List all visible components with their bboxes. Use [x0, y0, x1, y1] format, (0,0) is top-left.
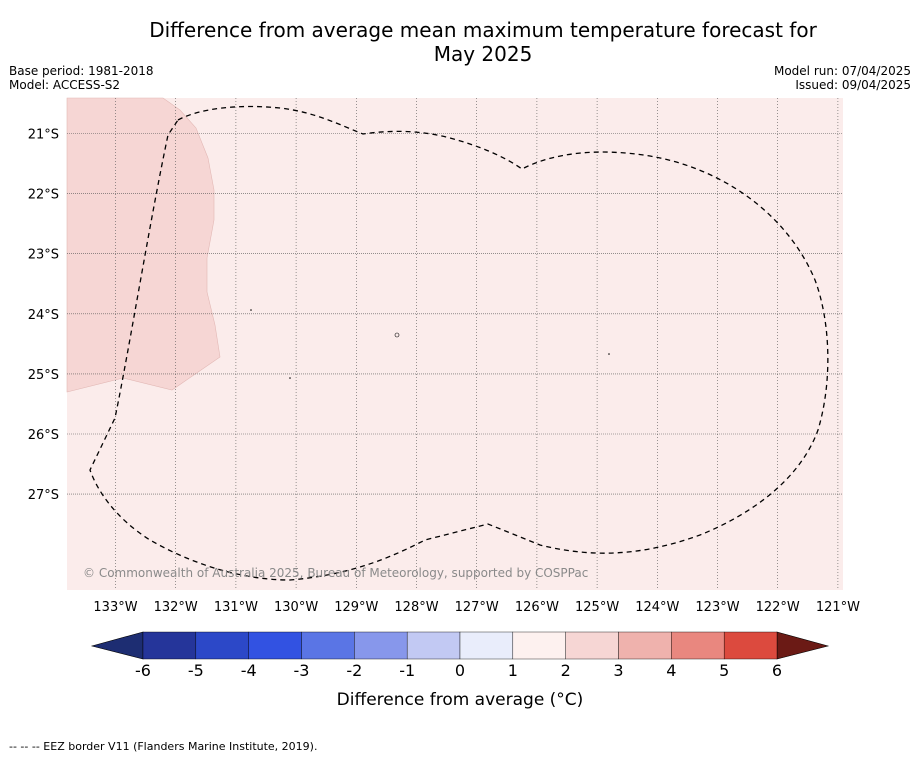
longitude-label: 128°W	[394, 600, 438, 615]
colorbar-tick-label: -1	[399, 661, 415, 680]
colorbar-tick-label: -6	[135, 661, 151, 680]
longitude-label: 131°W	[214, 600, 258, 615]
colorbar-under-arrow	[90, 631, 144, 660]
model-name: Model: ACCESS-S2	[9, 78, 121, 92]
latitude-label: 26°S	[28, 428, 59, 443]
colorbar-bin	[406, 631, 461, 660]
colorbar-label: Difference from average (°C)	[337, 690, 584, 710]
title-line-1: Difference from average mean maximum tem…	[149, 18, 817, 42]
colorbar-tick-label: 4	[666, 661, 676, 680]
colorbar-tick-label: -3	[294, 661, 310, 680]
title-line-2: May 2025	[433, 42, 533, 66]
latitude-labels: 21°S 22°S 23°S 24°S 25°S 26°S 27°S	[28, 128, 59, 504]
longitude-labels: 133°W 132°W 131°W 130°W 129°W 128°W 127°W 126°W…	[93, 600, 860, 615]
colorbar-bins	[142, 631, 778, 660]
meta-left: Base period: 1981-2018 Model: ACCESS-S2	[9, 64, 154, 92]
longitude-label: 127°W	[455, 600, 499, 615]
longitude-label: 121°W	[816, 600, 860, 615]
latitude-label: 25°S	[28, 368, 59, 383]
colorbar-bin	[459, 631, 514, 660]
latitude-label: 27°S	[28, 488, 59, 503]
issued-date: Issued: 09/04/2025	[795, 78, 911, 92]
colorbar-bin	[723, 631, 778, 660]
colorbar-bin	[142, 631, 197, 660]
colorbar-bin	[195, 631, 249, 660]
colorbar-over-arrow	[776, 631, 830, 660]
model-run: Model run: 07/04/2025	[773, 64, 911, 78]
colorbar-bin	[354, 631, 408, 660]
colorbar: -6 -5 -4 -3 -2 -1 0 1 2 3 4 5 6 Difference from aver…	[90, 631, 830, 710]
colorbar-bin	[618, 631, 672, 660]
colorbar-bin	[565, 631, 619, 660]
colorbar-tick-label: -2	[346, 661, 362, 680]
colorbar-ticks: -6 -5 -4 -3 -2 -1 0 1 2 3 4 5 6	[135, 661, 782, 680]
colorbar-tick-label: 6	[772, 661, 782, 680]
longitude-label: 123°W	[695, 600, 739, 615]
colorbar-tick-label: 0	[455, 661, 465, 680]
longitude-label: 122°W	[756, 600, 800, 615]
latitude-label: 22°S	[28, 188, 59, 203]
colorbar-tick-label: 5	[719, 661, 729, 680]
colorbar-bin	[301, 631, 355, 660]
longitude-label: 132°W	[154, 600, 198, 615]
meta-right: Model run: 07/04/2025 Issued: 09/04/2025	[774, 64, 911, 92]
chart-title: Difference from average mean maximum tem…	[0, 18, 919, 66]
island-speck	[394, 332, 400, 338]
latitude-label: 23°S	[28, 248, 59, 263]
colorbar-tick-label: 2	[561, 661, 571, 680]
anomaly-region	[66, 97, 221, 393]
longitude-label: 125°W	[575, 600, 619, 615]
island-speck	[250, 309, 252, 311]
longitude-label: 133°W	[93, 600, 137, 615]
base-period: Base period: 1981-2018	[9, 64, 154, 78]
copyright-text: © Commonwealth of Australia 2025, Bureau…	[83, 566, 588, 580]
colorbar-bin	[512, 631, 566, 660]
latitude-label: 24°S	[28, 308, 59, 323]
longitude-label: 129°W	[334, 600, 378, 615]
latitude-label: 21°S	[28, 128, 59, 143]
colorbar-tick-label: 1	[508, 661, 518, 680]
eez-footnote: -- -- -- EEZ border V11 (Flanders Marine…	[9, 740, 318, 753]
colorbar-bin	[248, 631, 302, 660]
colorbar-bin	[671, 631, 725, 660]
forecast-map: 133°W 132°W 131°W 130°W 129°W 128°W 127°W 126°W…	[28, 97, 860, 615]
eez-border	[89, 105, 829, 581]
island-speck	[608, 353, 610, 355]
island-speck	[289, 377, 291, 379]
longitude-label: 126°W	[515, 600, 559, 615]
map-gridlines	[67, 98, 843, 590]
colorbar-tick-label: 3	[613, 661, 623, 680]
colorbar-tick-label: -4	[241, 661, 257, 680]
colorbar-tick-label: -5	[188, 661, 204, 680]
longitude-label: 130°W	[274, 600, 318, 615]
longitude-label: 124°W	[635, 600, 679, 615]
